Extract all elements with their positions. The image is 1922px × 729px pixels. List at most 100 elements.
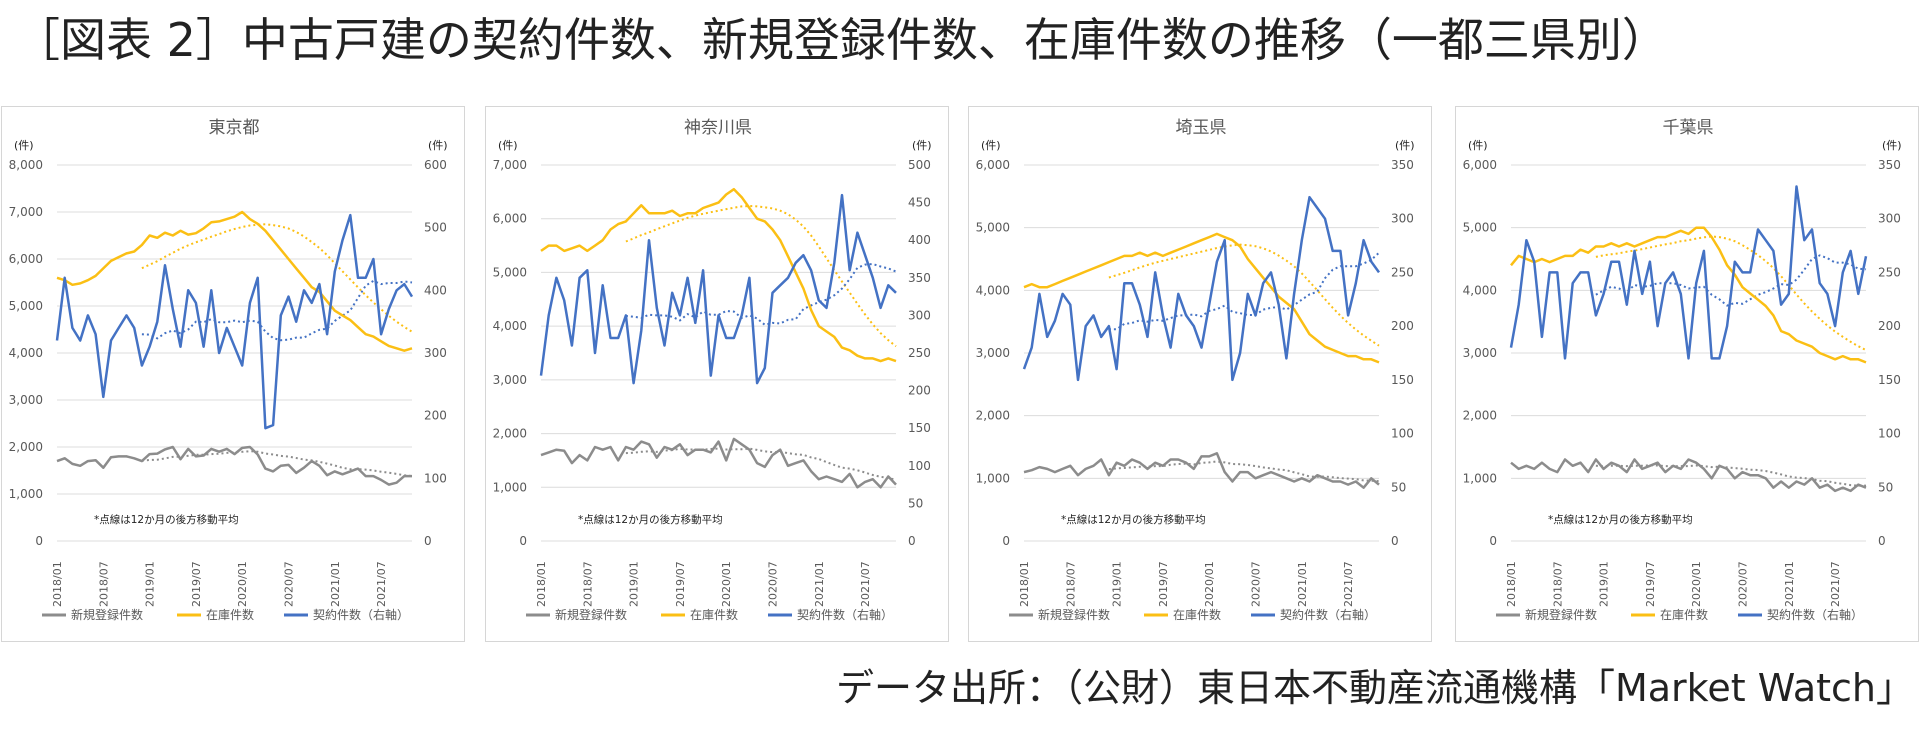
- left-axis-unit: (件): [1468, 139, 1488, 152]
- x-tick-label: 2019/01: [1111, 561, 1124, 607]
- legend-label: 在庫件数: [206, 607, 254, 622]
- x-tick-label: 2019/01: [628, 561, 641, 607]
- inv-series-line: [540, 187, 897, 363]
- right-tick-label: 200: [1878, 319, 1901, 333]
- chart-note: *点線は12か月の後方移動平均: [94, 513, 239, 526]
- x-tick-label: 2021/01: [1296, 561, 1309, 607]
- legend-label: 契約件数（右軸）: [1767, 607, 1863, 622]
- x-tick-label: 2018/01: [1505, 561, 1518, 607]
- chart-title: 神奈川県: [684, 118, 752, 138]
- left-tick-label: 1,000: [976, 471, 1010, 485]
- x-tick-label: 2019/07: [190, 561, 203, 607]
- left-tick-label: 4,000: [976, 283, 1010, 297]
- left-axis-unit: (件): [498, 139, 518, 152]
- x-tick-label: 2021/07: [375, 561, 388, 607]
- right-tick-label: 100: [1878, 427, 1901, 441]
- right-tick-label: 350: [1878, 158, 1901, 172]
- right-tick-label: 400: [908, 233, 931, 247]
- left-tick-label: 1,000: [9, 487, 43, 501]
- left-tick-label: 6,000: [9, 252, 43, 266]
- right-tick-label: 200: [908, 384, 931, 398]
- right-axis-unit: (件): [1395, 139, 1415, 152]
- right-tick-label: 400: [424, 283, 447, 297]
- x-tick-label: 2020/01: [236, 561, 249, 607]
- chart-svg: 埼玉県 (件) (件) 0 1,000 2,000 3,000 4,000 5,000 6,000…: [976, 118, 1415, 622]
- left-tick-label: 0: [1002, 534, 1010, 548]
- chart-svg: 千葉県 (件) (件) 0 1,000 2,000 3,000 4,000 5,000 6,000…: [1463, 118, 1902, 622]
- cont-series-line: [55, 213, 414, 430]
- right-axis-unit: (件): [1882, 139, 1902, 152]
- right-tick-label: 250: [908, 346, 931, 360]
- left-tick-label: 5,000: [493, 265, 527, 279]
- chart-panel-tokyo: 東京都 (件) (件) 0 1,000 2,000 3,000 4,000 5,000 6,000…: [1, 106, 465, 642]
- cont-series-line: [1022, 195, 1381, 382]
- new-series-line: [1023, 452, 1380, 489]
- x-tick-label: 2018/01: [1018, 561, 1031, 607]
- right-tick-label: 300: [1878, 212, 1901, 226]
- chart-title: 東京都: [209, 118, 260, 138]
- right-tick-label: 300: [424, 346, 447, 360]
- left-tick-label: 1,000: [1463, 471, 1497, 485]
- chart-panel-chiba: 千葉県 (件) (件) 0 1,000 2,000 3,000 4,000 5,000 6,000…: [1455, 106, 1919, 642]
- left-tick-label: 2,000: [1463, 409, 1497, 423]
- chart-note: *点線は12か月の後方移動平均: [1061, 513, 1206, 526]
- left-axis-unit: (件): [981, 139, 1001, 152]
- x-tick-label: 2020/07: [767, 561, 780, 607]
- x-tick-label: 2021/07: [1342, 561, 1355, 607]
- right-tick-label: 50: [1391, 480, 1406, 494]
- x-tick-label: 2018/07: [97, 561, 110, 607]
- left-axis-unit: (件): [14, 139, 34, 152]
- left-tick-label: 6,000: [493, 212, 527, 226]
- right-tick-label: 100: [424, 471, 447, 485]
- left-tick-label: 3,000: [1463, 346, 1497, 360]
- right-tick-label: 450: [908, 196, 931, 210]
- x-tick-label: 2018/01: [535, 561, 548, 607]
- left-tick-label: 5,000: [9, 299, 43, 313]
- x-tick-label: 2018/01: [51, 561, 64, 607]
- x-tick-label: 2019/07: [1644, 561, 1657, 607]
- right-tick-label: 100: [908, 459, 931, 473]
- left-tick-label: 3,000: [493, 373, 527, 387]
- legend-label: 新規登録件数: [1525, 607, 1597, 622]
- legend-label: 契約件数（右軸）: [313, 607, 409, 622]
- left-tick-label: 2,000: [976, 409, 1010, 423]
- new-moving-average-line: [1108, 460, 1380, 483]
- left-tick-label: 6,000: [976, 158, 1010, 172]
- inv-moving-average-line: [1595, 235, 1867, 351]
- right-tick-label: 200: [1391, 319, 1414, 333]
- x-tick-label: 2020/07: [1737, 561, 1750, 607]
- x-tick-label: 2018/07: [1064, 561, 1077, 607]
- inv-moving-average-line: [141, 223, 413, 333]
- legend-label: 契約件数（右軸）: [797, 607, 893, 622]
- right-tick-label: 50: [1878, 480, 1893, 494]
- chart-svg: 東京都 (件) (件) 0 1,000 2,000 3,000 4,000 5,000 6,000…: [9, 118, 448, 622]
- x-tick-label: 2018/07: [581, 561, 594, 607]
- right-tick-label: 350: [908, 271, 931, 285]
- chart-svg: 神奈川県 (件) (件) 0 1,000 2,000 3,000 4,000 5,000 6,00…: [493, 118, 932, 622]
- left-tick-label: 2,000: [493, 427, 527, 441]
- x-tick-label: 2021/01: [1783, 561, 1796, 607]
- x-tick-label: 2020/01: [1203, 561, 1216, 607]
- cont-series-line: [1509, 185, 1868, 360]
- cont-moving-average-line: [141, 279, 413, 342]
- x-tick-label: 2020/07: [1250, 561, 1263, 607]
- left-tick-label: 5,000: [1463, 221, 1497, 235]
- inv-series-line: [1023, 232, 1380, 364]
- x-tick-label: 2019/01: [144, 561, 157, 607]
- left-tick-label: 7,000: [9, 205, 43, 219]
- new-moving-average-line: [141, 450, 413, 478]
- left-tick-label: 1,000: [493, 480, 527, 494]
- x-tick-label: 2021/01: [329, 561, 342, 607]
- left-tick-label: 3,000: [9, 393, 43, 407]
- right-tick-label: 300: [908, 308, 931, 322]
- right-tick-label: 150: [908, 421, 931, 435]
- legend-label: 在庫件数: [690, 607, 738, 622]
- right-tick-label: 0: [1391, 534, 1399, 548]
- right-tick-label: 0: [1878, 534, 1886, 548]
- inv-series-line: [1510, 226, 1867, 364]
- right-tick-label: 0: [908, 534, 916, 548]
- right-tick-label: 600: [424, 158, 447, 172]
- left-tick-label: 8,000: [9, 158, 43, 172]
- x-tick-label: 2020/01: [1690, 561, 1703, 607]
- x-tick-label: 2020/07: [283, 561, 296, 607]
